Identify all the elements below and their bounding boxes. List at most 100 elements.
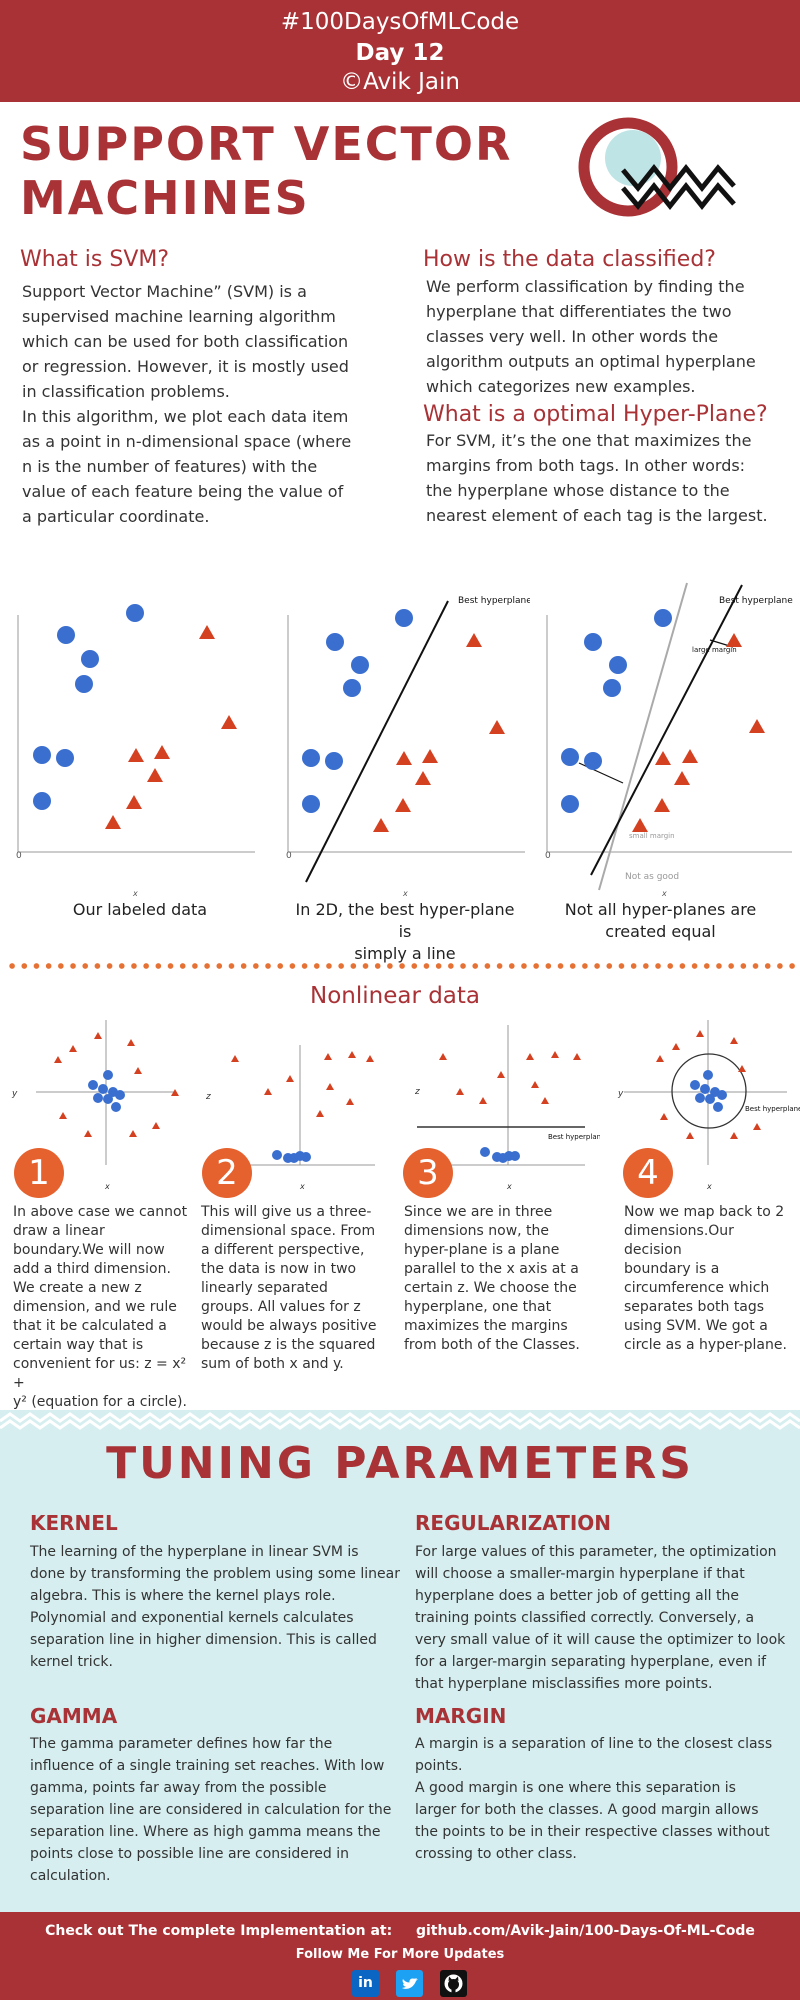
panel-best-hyperplane: 0 x Best hyperplane: [286, 596, 530, 898]
red-triangle: [54, 1056, 62, 1063]
step-4-text: Now we map back to 2 dimensions.Our deci…: [624, 1203, 796, 1355]
footer: Check out The complete Implementation at…: [0, 1912, 800, 2000]
header-banner: #100DaysOfMLCode Day 12 ©Avik Jain: [0, 0, 800, 102]
text-line: We perform classification by finding the: [426, 277, 745, 296]
twitter-bird-glyph: [402, 1978, 418, 1989]
blue-point: [700, 1084, 710, 1094]
x-axis-label: x: [132, 889, 138, 898]
text-line: y² (equation for a circle).: [13, 1394, 187, 1410]
red-triangle: [682, 749, 698, 763]
blue-point: [81, 650, 99, 668]
red-triangle: [366, 1055, 374, 1062]
blue-point: [351, 656, 369, 674]
red-triangle: [730, 1037, 738, 1044]
red-triangle: [348, 1051, 356, 1058]
gamma-heading: GAMMA: [30, 1704, 118, 1728]
text-line: Polynomial and exponential kernels calcu…: [30, 1610, 354, 1626]
red-triangle: [456, 1088, 464, 1095]
blue-point: [480, 1147, 490, 1157]
text-line: value of each feature being the value of: [22, 482, 344, 501]
github-link[interactable]: github.com/Avik-Jain/100-Days-Of-ML-Code: [415, 1923, 755, 1939]
x-axis-label: x: [661, 889, 667, 898]
blue-point: [33, 746, 51, 764]
red-triangle: [286, 1075, 294, 1082]
text-line: which can be used for both classificatio…: [22, 332, 349, 351]
red-triangle: [497, 1071, 505, 1078]
text-line: very small value of it will cause the op…: [415, 1632, 786, 1648]
text-line: because z is the squared: [201, 1337, 376, 1353]
blue-point: [603, 679, 621, 697]
blue-point: [695, 1093, 705, 1103]
text-line: algorithm outputs an optimal hyperplane: [426, 352, 756, 371]
blue-point: [93, 1093, 103, 1103]
linkedin-icon[interactable]: in: [352, 1970, 379, 1997]
linkedin-icon-label: in: [358, 1975, 373, 1991]
blue-point: [584, 633, 602, 651]
svm-logo-icon: [578, 117, 736, 217]
best-hyperplane-label: Best hyperplane: [548, 1133, 600, 1141]
text-line: a different perspective,: [201, 1242, 365, 1258]
text-line: In above case we cannot: [13, 1204, 188, 1220]
red-triangle: [127, 1039, 135, 1046]
tuning-section: [0, 1410, 800, 1912]
red-triangle: [129, 1130, 137, 1137]
red-triangle: [84, 1130, 92, 1137]
text-line: done by transforming the problem using s…: [30, 1566, 400, 1582]
what-is-svm-body: Support Vector Machine” (SVM) is a super…: [22, 279, 351, 529]
x-axis-label: x: [299, 1182, 305, 1191]
text-line: Now we map back to 2: [624, 1204, 785, 1220]
origin-label: 0: [545, 851, 551, 861]
text-line: draw a linear: [13, 1223, 105, 1239]
red-triangle: [674, 771, 690, 785]
red-triangle: [753, 1123, 761, 1130]
text-line: dimensions.Our decision: [624, 1223, 734, 1258]
text-line: hyper-plane is a plane: [404, 1242, 560, 1258]
step-4-badge: 4: [623, 1148, 673, 1198]
blue-point: [654, 609, 672, 627]
red-triangle: [672, 1043, 680, 1050]
best-hyperplane-label: Best hyperplane: [458, 596, 530, 606]
red-triangle: [726, 633, 742, 647]
implementation-line: Check out The complete Implementation at…: [0, 1923, 800, 1939]
text-line: larger for both the classes. A good marg…: [415, 1802, 759, 1818]
red-triangle: [526, 1053, 534, 1060]
text-line: We create a new z: [13, 1280, 142, 1296]
panel-labeled-data: 0 x: [16, 604, 255, 898]
text-line: kernel trick.: [30, 1654, 113, 1670]
red-triangle: [171, 1089, 179, 1096]
text-line: hyperplane that differentiates the two: [426, 302, 732, 321]
red-triangle: [696, 1030, 704, 1037]
blue-point: [103, 1094, 113, 1104]
text-line: certain way that is: [13, 1337, 144, 1353]
text-line: the data is now in two: [201, 1261, 357, 1277]
text-line: dimension, and we rule: [13, 1299, 177, 1315]
red-triangle: [422, 749, 438, 763]
blue-point: [75, 675, 93, 693]
poor-hyperplane-line: [598, 582, 688, 891]
text-line: maximizes the margins: [404, 1318, 568, 1334]
blue-point: [88, 1080, 98, 1090]
text-line: nearest element of each tag is the large…: [426, 506, 768, 525]
twitter-icon[interactable]: [396, 1970, 423, 1997]
text-line: separates both tags: [624, 1299, 765, 1315]
text-line: boundary.We will now: [13, 1242, 165, 1258]
red-triangle: [94, 1032, 102, 1039]
title-line-2: MACHINES: [20, 171, 310, 225]
tuning-title: TUNING PARAMETERS: [106, 1438, 694, 1489]
z-axis-label: z: [414, 1087, 420, 1097]
text-line: add a third dimension.: [13, 1261, 171, 1277]
red-triangle: [686, 1132, 694, 1139]
blue-point: [272, 1150, 282, 1160]
text-line: Support Vector Machine” (SVM) is a: [22, 282, 307, 301]
blue-point: [690, 1080, 700, 1090]
text-line: for a larger-margin separating hyperplan…: [415, 1654, 767, 1670]
github-icon[interactable]: [440, 1970, 467, 1997]
nonlinear-plot-xy: y x: [11, 1020, 179, 1191]
hyperplane-line: [305, 600, 449, 883]
text-line: calculation.: [30, 1868, 111, 1884]
red-triangle: [655, 751, 671, 765]
optimal-hyperplane-body: For SVM, it’s the one that maximizes the…: [426, 428, 768, 528]
red-triangle: [738, 1065, 746, 1072]
what-is-svm-heading: What is SVM?: [20, 247, 170, 272]
blue-point: [561, 795, 579, 813]
